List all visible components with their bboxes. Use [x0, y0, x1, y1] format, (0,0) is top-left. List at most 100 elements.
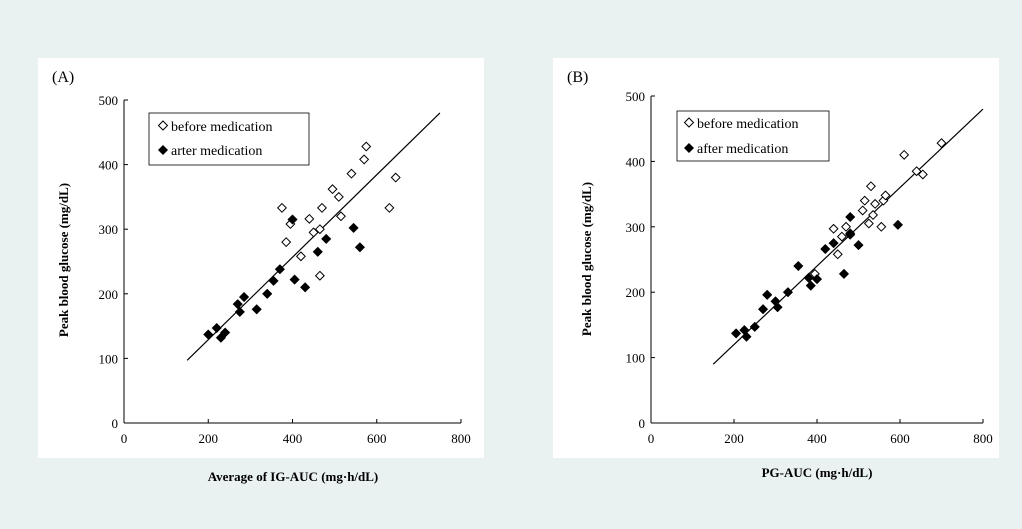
data-point-before [876, 221, 887, 232]
data-point-after [203, 329, 214, 340]
x-tick-label: 600 [367, 431, 387, 446]
data-point-before [880, 190, 891, 201]
data-point-after [234, 306, 245, 318]
legend-label-series-2: arter medication [171, 144, 262, 159]
legend-marker-filled-diamond [158, 145, 168, 155]
data-point-before [841, 221, 852, 232]
data-point-before [899, 149, 910, 160]
y-tick-label: 0 [639, 416, 646, 431]
data-point-before [384, 202, 395, 213]
x-axis-title: PG-AUC (mg·h/dL) [762, 465, 873, 480]
y-tick-label: 300 [626, 220, 646, 235]
y-tick-label: 0 [112, 416, 119, 431]
data-point-after [757, 304, 769, 315]
data-point-before [333, 191, 344, 202]
x-tick-label: 0 [121, 431, 128, 446]
legend-marker-filled-diamond [684, 143, 694, 153]
data-point-before [865, 181, 876, 192]
data-point-after [805, 280, 816, 291]
data-point-after [321, 233, 332, 245]
y-tick-label: 200 [99, 287, 119, 302]
data-point-after [811, 273, 823, 285]
y-tick-label: 400 [626, 154, 646, 169]
data-point-after [262, 288, 273, 299]
data-point-after [299, 282, 311, 293]
data-point-before [836, 231, 847, 242]
y-tick-label: 100 [99, 351, 119, 366]
data-point-after [348, 222, 359, 234]
data-point-after [312, 246, 323, 257]
data-point-after [749, 321, 760, 333]
y-tick-label: 500 [626, 89, 646, 104]
data-point-after [853, 239, 864, 251]
x-tick-label: 800 [973, 431, 993, 446]
x-tick-label: 200 [724, 431, 744, 446]
data-point-before [390, 172, 401, 183]
panel-label: (B) [567, 69, 588, 86]
data-point-before [863, 218, 874, 229]
legend-label-series-1: before medication [697, 117, 798, 132]
chart-panel-b: (B) Peak blood glucose (mg/dL) PG-AUC (m… [553, 58, 999, 480]
data-point-before [276, 202, 287, 213]
x-tick-label: 800 [451, 431, 471, 446]
data-point-after [820, 243, 831, 255]
data-point-before [911, 166, 922, 177]
data-point-before [308, 227, 319, 238]
data-point-after [741, 331, 752, 342]
data-point-before [868, 210, 879, 221]
legend-label-series-1: before medication [171, 120, 272, 135]
legend: before medication arter medication [148, 112, 310, 166]
data-point-before [314, 224, 325, 235]
data-point-after [251, 304, 262, 315]
x-tick-label: 200 [199, 431, 219, 446]
data-point-before [304, 213, 315, 224]
data-point-after [289, 274, 300, 285]
data-point-after [772, 302, 783, 313]
y-axis-title: Peak blood glucose (mg/dL) [56, 183, 71, 337]
y-tick-label: 200 [626, 285, 646, 300]
legend-box [676, 110, 830, 162]
data-point-before [361, 141, 372, 152]
data-point-before [859, 195, 870, 206]
data-point-after [268, 275, 279, 287]
data-point-after [762, 289, 773, 300]
data-point-after [219, 327, 231, 338]
data-point-after [730, 328, 742, 339]
y-tick-label: 400 [99, 158, 119, 173]
data-point-after [354, 242, 366, 253]
data-point-before [335, 211, 346, 222]
data-point-after [845, 211, 856, 223]
data-point-before [870, 198, 881, 209]
data-point-after [828, 237, 839, 249]
data-point-before [316, 202, 327, 213]
x-tick-label: 0 [648, 431, 655, 446]
y-tick-label: 500 [99, 93, 119, 108]
panel-label: (A) [52, 69, 74, 86]
data-point-after [838, 268, 850, 280]
data-point-after [238, 291, 250, 303]
data-point-before [295, 251, 306, 262]
data-point-after [274, 264, 286, 275]
data-point-after [892, 219, 904, 230]
data-point-before [832, 249, 843, 260]
legend: before medication after medication [676, 110, 830, 162]
data-point-after [211, 322, 222, 334]
x-tick-label: 400 [807, 431, 827, 446]
data-point-after [845, 229, 856, 240]
x-tick-label: 400 [283, 431, 303, 446]
data-point-before [936, 138, 947, 149]
data-point-before [828, 223, 839, 234]
x-tick-label: 600 [890, 431, 910, 446]
y-tick-label: 100 [626, 351, 646, 366]
data-point-before [314, 270, 325, 281]
data-point-before [359, 154, 370, 165]
data-point-before [281, 237, 292, 248]
chart-panel-a: (A) Peak blood glucose (mg/dL) Average o… [38, 58, 484, 484]
legend-label-series-2: after medication [697, 142, 788, 157]
x-axis-title: Average of IG-AUC (mg·h/dL) [208, 469, 379, 484]
data-point-before [327, 184, 338, 195]
data-point-before [857, 205, 868, 216]
data-point-before [346, 168, 357, 179]
legend-box [148, 112, 310, 166]
